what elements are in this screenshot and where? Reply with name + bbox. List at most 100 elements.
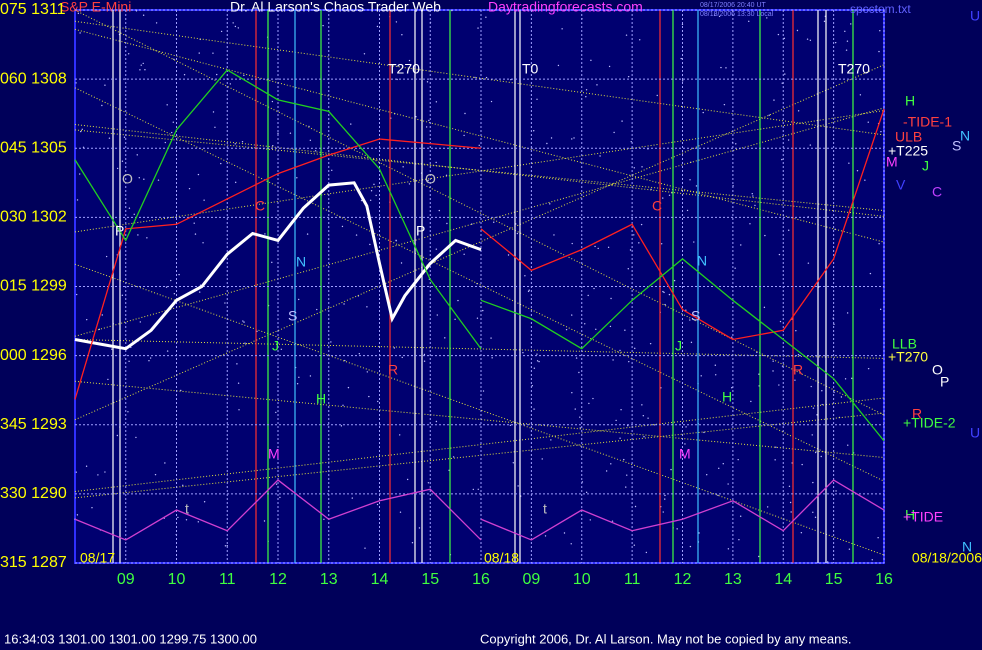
star [608,65,611,68]
annotation: N [697,253,707,269]
star [681,80,684,82]
star [628,360,630,363]
star [296,382,299,385]
star [633,167,635,169]
star [435,161,437,164]
star [845,49,848,51]
series-line [74,181,482,351]
star [234,25,237,28]
annotation: N [962,539,972,555]
star [271,261,273,264]
star [81,128,83,131]
star [758,555,760,558]
star [856,169,859,172]
star [689,319,691,321]
star [633,234,635,236]
star [232,22,234,24]
star [820,455,822,458]
star [643,436,645,438]
star [165,286,168,288]
star [366,306,368,308]
y-tick-label: 060 1308 [0,70,67,87]
star [377,400,379,403]
star [435,101,438,103]
star [642,415,645,417]
y-tick-label: 315 1287 [0,554,67,571]
star [846,312,849,314]
x-tick-label: 13 [724,571,742,588]
star [879,308,882,311]
end-date: 08/18/2006 [912,550,982,566]
annotation: P [940,374,949,390]
star [264,233,266,235]
star [735,143,737,145]
x-tick-label: 15 [421,571,439,588]
star [615,419,617,422]
star [472,488,475,491]
star [528,289,530,291]
star [423,360,426,362]
annotation: O [122,171,133,187]
star [639,39,641,41]
star [585,96,587,98]
star [596,84,598,86]
star [212,111,215,113]
star [524,275,526,277]
star [322,24,324,27]
star [198,52,200,54]
annotation: N [960,128,970,144]
star [685,426,687,428]
star [533,408,535,410]
star [571,314,573,316]
star [477,488,479,490]
diagonal [74,107,885,337]
star [723,103,726,106]
annotation: P [416,223,425,239]
annotation: R [793,362,803,378]
star [188,187,191,190]
star [154,473,157,476]
star [127,53,130,55]
star [343,303,345,305]
star [375,194,377,197]
star [715,374,717,376]
star [316,308,318,311]
star [296,177,298,179]
series-line [480,258,885,442]
annotation: H [905,93,915,109]
star [280,348,283,350]
star [173,293,176,295]
star [634,505,637,508]
y-tick-label: 015 1299 [0,278,67,295]
annotation: U [970,425,980,441]
star [485,16,487,18]
star [164,462,166,464]
star [309,139,312,142]
star [623,458,625,461]
star [680,57,682,60]
annotation: S [288,308,297,324]
annotation: R [912,406,922,422]
star [522,352,524,354]
star [355,234,358,236]
star [778,253,781,256]
star [794,379,796,381]
star [800,532,803,534]
star [436,314,438,316]
star [291,287,293,289]
star [482,309,484,312]
site: Daytradingforecasts.com [488,0,643,15]
star [668,194,671,196]
star [395,21,398,23]
star [685,309,687,311]
star [358,352,361,355]
star [812,407,815,409]
star [271,100,274,103]
star [364,547,366,549]
star [668,293,671,296]
star [772,370,774,372]
star [135,10,138,12]
star [212,52,214,54]
annotation: J [675,338,682,354]
star [810,385,812,388]
